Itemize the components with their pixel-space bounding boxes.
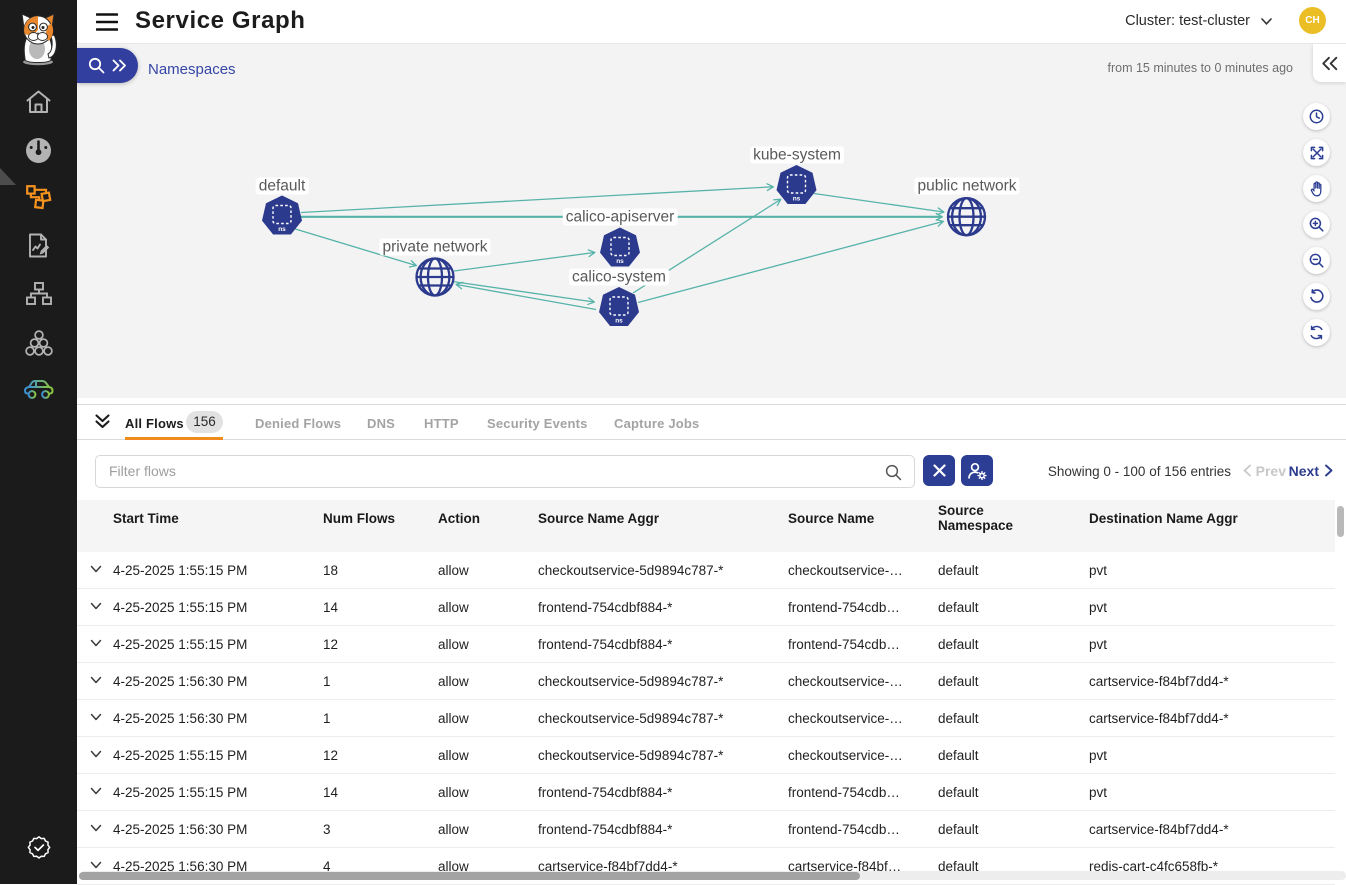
svg-text:ns: ns — [278, 226, 286, 233]
svg-text:ns: ns — [616, 258, 624, 265]
svg-text:ns: ns — [793, 196, 801, 203]
svg-text:ns: ns — [615, 318, 623, 325]
